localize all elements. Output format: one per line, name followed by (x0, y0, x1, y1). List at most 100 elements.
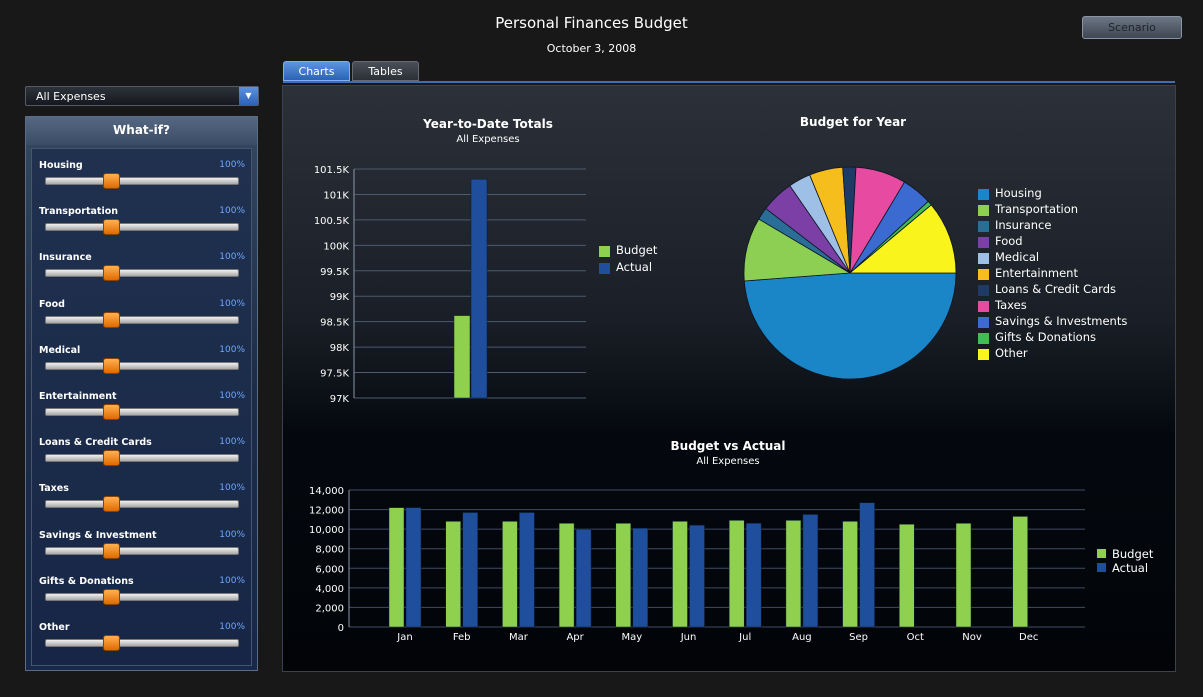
legend-swatch (978, 317, 989, 328)
slider-track[interactable] (45, 177, 239, 185)
slider-handle[interactable] (102, 404, 120, 420)
slider-track[interactable] (45, 546, 239, 555)
slider-value: 100% (219, 391, 245, 401)
slider-handle[interactable] (102, 542, 120, 559)
whatif-panel: What-if? Housing 100% Transportation 100% In… (25, 116, 258, 671)
monthly-budget-bar (899, 524, 915, 628)
y-tick-label: 10,000 (309, 525, 344, 536)
slider-value: 100% (219, 529, 245, 540)
tab-tables[interactable]: Tables (352, 61, 419, 81)
y-tick-label: 2,000 (315, 603, 344, 614)
monthly-actual-bar (859, 502, 875, 628)
slider-value: 100% (219, 437, 245, 448)
expense-filter-dropdown[interactable]: All Expenses ▼ (25, 86, 259, 106)
slider-row: Food 100% (32, 299, 253, 339)
ytd-chart-subtitle: All Expenses (456, 134, 520, 145)
expense-filter-value: All Expenses (36, 90, 106, 103)
legend-swatch (599, 263, 610, 274)
y-tick-label: 100K (323, 241, 349, 252)
legend-swatch (978, 269, 989, 280)
slider-handle[interactable] (102, 311, 120, 328)
slider-handle[interactable] (102, 588, 120, 605)
pie-chart-title: Budget for Year (799, 115, 907, 129)
y-tick-label: 99.5K (320, 267, 349, 278)
slider-label: Gifts & Donations (39, 575, 134, 587)
slider-row: Taxes 100% (32, 483, 253, 523)
slider-track[interactable] (45, 223, 239, 232)
slider-row: Gifts & Donations 100% (32, 576, 253, 616)
monthly-actual-bar (575, 528, 592, 628)
slider-value: 100% (219, 483, 245, 494)
legend-swatch (978, 333, 989, 344)
ytd-actual-bar (470, 178, 488, 399)
x-tick-label: May (621, 632, 642, 643)
slider-track[interactable] (45, 454, 239, 463)
slider-handle[interactable] (102, 496, 120, 513)
slider-track[interactable] (45, 408, 239, 416)
ytd-chart: 97K 97.5K 98K 98.5K 99K 99.5K 100K 100.5K 101K 10… (309, 165, 1085, 643)
legend-label: Medical (995, 250, 1040, 264)
app-date: October 3, 2008 (546, 42, 637, 55)
monthly-budget-bar (558, 523, 575, 628)
legend-label: Transportation (995, 202, 1079, 216)
slider-track[interactable] (45, 639, 239, 647)
slider-label: Transportation (39, 206, 119, 218)
monthly-actual-bar (745, 523, 762, 628)
legend-label: Gifts & Donations (995, 330, 1096, 344)
slider-value: 100% (219, 298, 245, 309)
y-tick-label: 101K (323, 190, 349, 201)
slider-handle[interactable] (102, 450, 120, 467)
x-tick-label: Jan (396, 632, 412, 643)
monthly-budget-bar (955, 523, 972, 628)
legend-label: Housing (995, 186, 1042, 200)
y-tick-label: 99K (330, 292, 350, 303)
slider-row: Entertainment 100% (32, 391, 253, 431)
scenario-button[interactable]: Scenario (1082, 16, 1182, 39)
legend-label: Other (995, 346, 1028, 360)
slider-track[interactable] (45, 361, 239, 370)
slider-handle[interactable] (102, 357, 120, 374)
slider-handle[interactable] (102, 635, 120, 651)
whatif-title: What-if? (26, 117, 257, 145)
chevron-down-icon[interactable]: ▼ (239, 87, 258, 105)
monthly-actual-bar (689, 524, 705, 628)
slider-track[interactable] (45, 315, 239, 324)
slider-track[interactable] (45, 592, 239, 601)
app-title: Personal Finances Budget (495, 14, 688, 32)
slider-row: Medical 100% (32, 345, 253, 385)
tab-charts[interactable]: Charts (283, 61, 350, 81)
slider-handle[interactable] (102, 265, 120, 282)
monthly-budget-bar (445, 521, 461, 628)
x-tick-label: Sep (849, 632, 868, 643)
x-tick-label: Oct (907, 632, 924, 643)
y-tick-label: 0 (338, 623, 344, 634)
legend-swatch (978, 205, 989, 216)
y-tick-label: 98K (330, 343, 350, 354)
monthly-budget-bar (842, 521, 858, 628)
slider-row: Other 100% (32, 622, 253, 662)
legend-label: Budget (1112, 547, 1154, 561)
monthly-actual-bar (632, 527, 649, 628)
legend-label: Insurance (995, 218, 1052, 232)
slider-handle[interactable] (102, 173, 120, 189)
x-tick-label: Aug (792, 632, 812, 643)
y-tick-label: 4,000 (315, 584, 344, 595)
slider-value: 100% (219, 252, 245, 263)
monthly-budget-bar (672, 521, 688, 628)
y-tick-label: 97K (330, 394, 350, 405)
slider-label: Loans & Credit Cards (39, 437, 152, 449)
legend-swatch (978, 285, 989, 296)
slider-track[interactable] (45, 269, 239, 278)
slider-value: 100% (219, 344, 245, 355)
slider-label: Medical (39, 344, 81, 356)
slider-track[interactable] (45, 500, 239, 509)
x-tick-label: Apr (566, 632, 584, 643)
slider-value: 100% (219, 575, 245, 586)
slider-handle[interactable] (102, 219, 120, 236)
x-tick-label: Feb (453, 632, 471, 643)
ytd-budget-bar (453, 315, 471, 399)
slider-label: Taxes (39, 483, 69, 495)
slider-value: 100% (219, 206, 245, 217)
legend-swatch (978, 237, 989, 248)
x-tick-label: Mar (509, 632, 529, 643)
